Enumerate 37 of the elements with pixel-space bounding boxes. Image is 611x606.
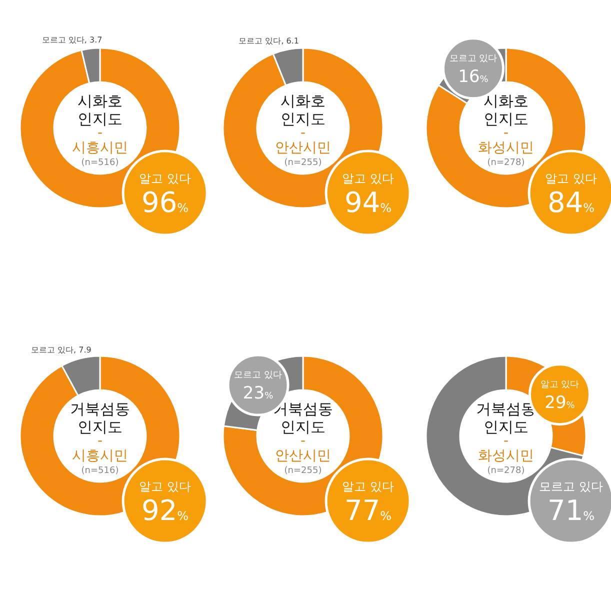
slice-label: 알고 있다 [342, 480, 394, 494]
text: - 화성시민 [478, 433, 534, 464]
slice-label: 모르고 있다 [539, 480, 603, 494]
text: - 시흥시민 [72, 433, 128, 464]
slice-label: 모르고 있다, 3.7 [42, 36, 102, 45]
text: - 안산시민 [275, 125, 331, 156]
text: - 화성시민 [478, 125, 534, 156]
text: 시화호 인지도 [78, 92, 122, 128]
text: - 안산시민 [275, 433, 331, 464]
data-label: 84% [548, 186, 595, 219]
data-label: 96% [142, 186, 189, 219]
slice-label: 알고 있다 [545, 172, 597, 186]
text: - 시흥시민 [72, 125, 128, 156]
text: 거북섬동 인지도 [476, 400, 536, 436]
text: (n=278) [487, 158, 525, 168]
slice-label: 알고 있다 [139, 480, 191, 494]
slice-label: 모르고 있다, 6.1 [238, 36, 300, 46]
data-label: 77% [344, 494, 392, 527]
text: 거북섬동 인지도 [70, 400, 130, 436]
text: (n=516) [81, 158, 119, 168]
text: 거북섬동 인지도 [273, 400, 333, 436]
data-label: 71% [548, 494, 595, 527]
slice-label: 알고 있다 [342, 172, 394, 186]
data-label: 23% [242, 383, 274, 404]
text: (n=255) [284, 466, 322, 476]
text: (n=278) [487, 466, 525, 476]
text: (n=255) [284, 158, 322, 168]
slice-label: 알고 있다 [540, 380, 580, 390]
text: (n=516) [81, 466, 119, 476]
text: 시화호 인지도 [280, 92, 326, 128]
slice-label: 모르고 있다, 7.9 [30, 346, 92, 355]
text: 시화호 인지도 [484, 92, 528, 128]
data-label: 94% [344, 186, 392, 219]
data-label: 29% [544, 392, 576, 413]
slice-label: 모르고 있다 [234, 370, 282, 380]
slice-label: 알고 있다 [139, 172, 191, 186]
data-label: 92% [142, 494, 189, 527]
